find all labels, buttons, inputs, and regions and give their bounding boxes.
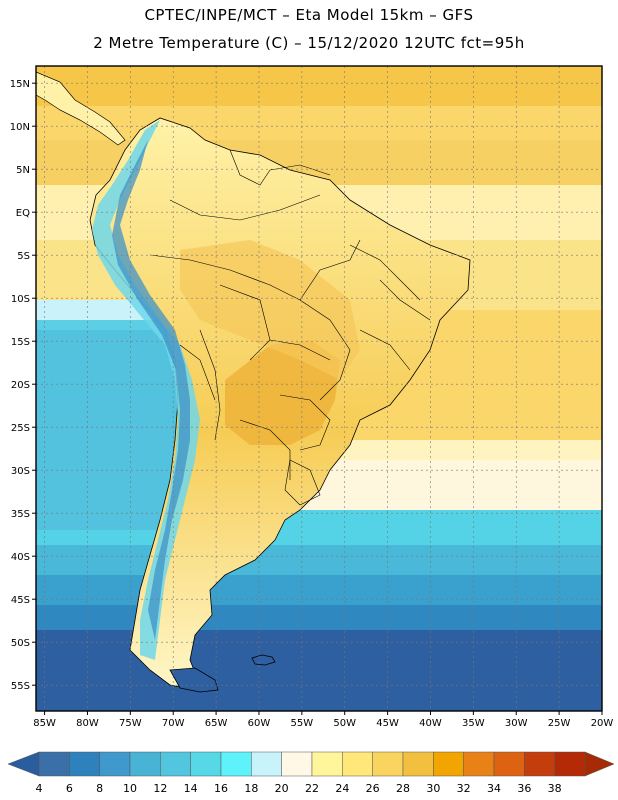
colorbar-label: 12: [153, 782, 167, 795]
colorbar-swatch: [402, 751, 434, 777]
colorbar-swatch: [372, 751, 404, 777]
lon-tick-label: 50W: [333, 718, 356, 729]
lon-tick-label: 80W: [76, 718, 99, 729]
colorbar-label: 16: [214, 782, 228, 795]
lat-tick-label: 40S: [11, 552, 30, 563]
lat-tick-label: 30S: [11, 466, 30, 477]
political-borders: [149, 149, 431, 506]
field-band-12c: [36, 545, 602, 580]
central-america: [36, 71, 126, 146]
andes-cool-band: [92, 120, 200, 660]
colorbar-swatch: [311, 751, 343, 777]
field-band-10c: [36, 575, 602, 610]
lon-tick-label: 85W: [33, 718, 56, 729]
longitude-tick-labels: 85W 80W 75W 70W 65W 60W 55W 50W 45W 40W 35W 30W 25W 2…: [33, 711, 613, 729]
colorbar-swatch: [493, 751, 525, 777]
lon-tick-label: 65W: [205, 718, 228, 729]
colorbar-label: 8: [96, 782, 103, 795]
field-band-north-top: [36, 66, 602, 106]
colorbar-swatch: [220, 751, 252, 777]
colorbar-swatch: [524, 751, 555, 777]
chart-title-line1: CPTEC/INPE/MCT – Eta Model 15km – GFS: [144, 6, 474, 24]
lon-tick-label: 45W: [376, 718, 399, 729]
colorbar: 4 6 8 10 12 14 16 18 20 22 24 26 28 30 32 34 36 38: [7, 751, 615, 795]
andes-cold-core: [112, 140, 190, 640]
lon-tick-label: 35W: [462, 718, 485, 729]
interior-hot-region: [225, 340, 340, 445]
colorbar-label: 30: [426, 782, 440, 795]
colorbar-high-arrow: [584, 751, 615, 777]
colorbar-swatch: [129, 751, 161, 777]
lat-tick-label: 25S: [11, 423, 30, 434]
lon-tick-label: 75W: [119, 718, 142, 729]
lon-tick-label: 60W: [248, 718, 271, 729]
map-frame: [35, 65, 603, 712]
colorbar-label: 32: [457, 782, 471, 795]
field-band-pacific-west: [36, 330, 186, 530]
lon-tick-label: 20W: [591, 718, 614, 729]
colorbar-swatch: [99, 751, 131, 777]
latitude-tick-labels: 15N 10N 5N EQ 5S 10S 15S 20S 25S 30S 35S 40S 45S 50S 5…: [10, 79, 36, 692]
lat-tick-label: 10N: [10, 122, 30, 133]
colorbar-swatch: [433, 751, 464, 777]
lat-tick-label: 10S: [11, 294, 30, 305]
lat-tick-label: 45S: [11, 595, 30, 606]
colorbar-label: 26: [366, 782, 380, 795]
lon-tick-label: 55W: [291, 718, 314, 729]
lat-tick-label: 5S: [17, 251, 30, 262]
lon-tick-label: 70W: [162, 718, 185, 729]
falkland-islands: [251, 654, 276, 666]
colorbar-label: 38: [548, 782, 562, 795]
colorbar-low-arrow: [7, 751, 40, 777]
tierra-del-fuego: [169, 667, 219, 693]
colorbar-swatch: [38, 751, 70, 777]
lon-tick-label: 25W: [548, 718, 571, 729]
lon-tick-label: 40W: [419, 718, 442, 729]
lat-tick-label: 20S: [11, 380, 30, 391]
colorbar-label: 34: [487, 782, 501, 795]
colorbar-label: 20: [275, 782, 289, 795]
lat-tick-label: 15N: [10, 79, 30, 90]
lat-tick-label: 15S: [11, 337, 30, 348]
colorbar-swatch: [281, 751, 313, 777]
colorbar-label: 18: [244, 782, 258, 795]
lat-tick-label: 55S: [11, 681, 30, 692]
colorbar-swatch: [69, 751, 100, 777]
colorbar-label: 28: [396, 782, 410, 795]
map-field: [36, 66, 602, 711]
map-gridlines: [36, 66, 603, 711]
colorbar-label: 24: [335, 782, 349, 795]
lat-tick-label: EQ: [16, 208, 30, 219]
lat-tick-label: 35S: [11, 509, 30, 520]
lon-tick-label: 30W: [505, 718, 528, 729]
colorbar-swatch: [342, 751, 373, 777]
colorbar-label: 36: [517, 782, 531, 795]
colorbar-label: 4: [36, 782, 43, 795]
lat-tick-label: 5N: [16, 165, 30, 176]
colorbar-swatch: [251, 751, 282, 777]
colorbar-swatch: [554, 751, 586, 777]
colorbar-swatch: [160, 751, 191, 777]
colorbar-label: 10: [123, 782, 137, 795]
lat-tick-label: 50S: [11, 638, 30, 649]
colorbar-swatch: [190, 751, 222, 777]
colorbar-swatch: [463, 751, 495, 777]
interior-warm-region: [180, 240, 360, 380]
colorbar-label: 14: [184, 782, 198, 795]
colorbar-label: 22: [305, 782, 319, 795]
colorbar-label: 6: [66, 782, 73, 795]
chart-title-line2: 2 Metre Temperature (C) – 15/12/2020 12U…: [93, 34, 525, 52]
